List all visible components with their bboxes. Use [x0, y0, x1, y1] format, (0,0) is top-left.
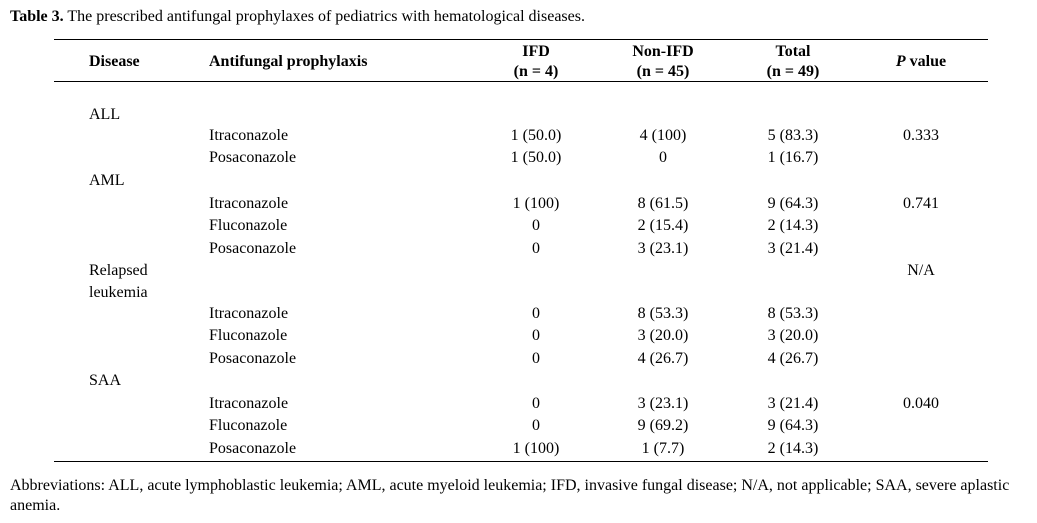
prophylaxis-cell: Posaconazole [209, 350, 297, 367]
disease-cell: AML [89, 172, 125, 189]
table-header-rule [54, 81, 988, 82]
nonifd-cell: 4 (26.7) [637, 350, 689, 367]
total-cell: 2 (14.3) [767, 440, 819, 457]
prophylaxis-cell: Fluconazole [209, 327, 288, 344]
header-nonifd: Non-IFD (n = 45) [612, 42, 714, 82]
total-cell: 3 (21.4) [767, 395, 819, 412]
ifd-cell: 0 [532, 395, 540, 412]
table-caption: Table 3. The prescribed antifungal proph… [10, 8, 585, 26]
footnote: Abbreviations: ALL, acute lymphoblastic … [10, 477, 1010, 514]
header-disease: Disease [89, 53, 140, 70]
nonifd-cell: 2 (15.4) [637, 217, 689, 234]
caption-text: The prescribed antifungal prophylaxes of… [63, 8, 585, 25]
nonifd-cell: 3 (23.1) [637, 240, 689, 257]
prophylaxis-cell: Itraconazole [209, 305, 289, 322]
prophylaxis-cell: Posaconazole [209, 440, 297, 457]
prophylaxis-cell: Posaconazole [209, 240, 297, 257]
table-bottom-rule [54, 461, 988, 462]
prophylaxis-cell: Fluconazole [209, 417, 288, 434]
header-p-value: P value [870, 52, 972, 72]
p-value-cell: 0.040 [903, 395, 939, 412]
header-p-italic: P [895, 53, 906, 70]
header-nonifd-label: Non-IFD [632, 43, 694, 60]
total-cell: 3 (20.0) [767, 327, 819, 344]
disease-cell: SAA [89, 372, 122, 389]
total-cell: 9 (64.3) [767, 417, 819, 434]
nonifd-cell: 3 (20.0) [637, 327, 689, 344]
ifd-cell: 1 (50.0) [510, 149, 562, 166]
header-total-label: Total [775, 43, 811, 60]
p-value-cell: 0.741 [903, 195, 939, 212]
ifd-cell: 0 [532, 305, 540, 322]
nonifd-cell: 0 [659, 149, 667, 166]
ifd-cell: 0 [532, 350, 540, 367]
ifd-cell: 0 [532, 327, 540, 344]
nonifd-cell: 9 (69.2) [637, 417, 689, 434]
header-prophylaxis: Antifungal prophylaxis [209, 53, 368, 70]
nonifd-cell: 8 (61.5) [637, 195, 689, 212]
header-ifd-label: IFD [522, 43, 550, 60]
ifd-cell: 0 [532, 217, 540, 234]
total-cell: 2 (14.3) [767, 217, 819, 234]
prophylaxis-cell: Itraconazole [209, 395, 289, 412]
ifd-cell: 1 (50.0) [510, 127, 562, 144]
header-total: Total (n = 49) [742, 42, 844, 82]
prophylaxis-cell: Fluconazole [209, 217, 288, 234]
caption-label: Table 3. [10, 8, 64, 25]
p-value-cell: N/A [907, 262, 935, 279]
total-cell: 9 (64.3) [767, 195, 819, 212]
disease-cell: ALL [89, 106, 121, 123]
header-p-rest: value [905, 53, 947, 70]
disease-cell: leukemia [89, 284, 148, 301]
prophylaxis-cell: Itraconazole [209, 127, 289, 144]
total-cell: 4 (26.7) [767, 350, 819, 367]
ifd-cell: 1 (100) [512, 440, 560, 457]
header-ifd-n: (n = 4) [513, 63, 559, 80]
table-top-rule [54, 39, 988, 40]
total-cell: 3 (21.4) [767, 240, 819, 257]
nonifd-cell: 3 (23.1) [637, 395, 689, 412]
nonifd-cell: 8 (53.3) [637, 305, 689, 322]
prophylaxis-cell: Itraconazole [209, 195, 289, 212]
ifd-cell: 0 [532, 417, 540, 434]
ifd-cell: 1 (100) [512, 195, 560, 212]
nonifd-cell: 4 (100) [639, 127, 687, 144]
nonifd-cell: 1 (7.7) [641, 440, 685, 457]
header-total-n: (n = 49) [766, 63, 820, 80]
header-nonifd-n: (n = 45) [636, 63, 690, 80]
total-cell: 1 (16.7) [767, 149, 819, 166]
ifd-cell: 0 [532, 240, 540, 257]
p-value-cell: 0.333 [903, 127, 939, 144]
header-ifd: IFD (n = 4) [485, 42, 587, 82]
total-cell: 8 (53.3) [767, 305, 819, 322]
disease-cell: Relapsed [89, 262, 148, 279]
prophylaxis-cell: Posaconazole [209, 149, 297, 166]
total-cell: 5 (83.3) [767, 127, 819, 144]
